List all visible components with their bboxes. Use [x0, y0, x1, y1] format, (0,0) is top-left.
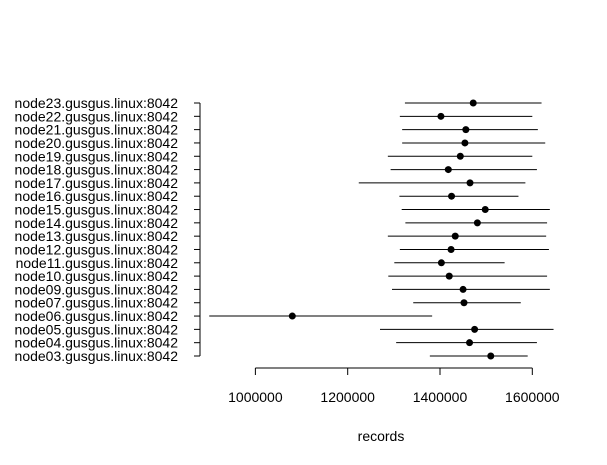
mean-point	[437, 259, 445, 267]
y-tick-label: node23.gusgus.linux:8042	[15, 95, 179, 111]
x-tick-label: 1000000	[228, 389, 283, 405]
mean-point	[288, 312, 296, 320]
mean-point	[445, 272, 453, 280]
y-tick-label: node09.gusgus.linux:8042	[15, 281, 179, 297]
y-tick-label: node12.gusgus.linux:8042	[15, 241, 179, 257]
mean-point	[444, 166, 452, 174]
mean-point	[456, 152, 464, 160]
y-tick-label: node10.gusgus.linux:8042	[15, 268, 179, 284]
mean-point	[469, 99, 477, 107]
mean-point	[462, 126, 470, 134]
x-tick-label: 1200000	[320, 389, 375, 405]
mean-point	[471, 325, 479, 333]
mean-point	[473, 219, 481, 227]
y-tick-label: node05.gusgus.linux:8042	[15, 321, 179, 337]
y-axis: node23.gusgus.linux:8042node22.gusgus.li…	[15, 95, 201, 364]
mean-point	[487, 352, 495, 360]
mean-point	[461, 139, 469, 147]
x-tick-label: 1400000	[413, 389, 468, 405]
y-tick-label: node21.gusgus.linux:8042	[15, 122, 179, 138]
mean-point	[460, 299, 468, 307]
y-tick-label: node06.gusgus.linux:8042	[15, 308, 179, 324]
y-tick-label: node04.gusgus.linux:8042	[15, 335, 179, 351]
x-axis: 1000000 1200000 1400000 1600000	[228, 367, 560, 405]
y-tick-label: node03.gusgus.linux:8042	[15, 348, 179, 364]
y-tick-label: node15.gusgus.linux:8042	[15, 202, 179, 218]
y-tick-label: node19.gusgus.linux:8042	[15, 148, 179, 164]
y-tick-label: node13.gusgus.linux:8042	[15, 228, 179, 244]
y-tick-label: node20.gusgus.linux:8042	[15, 135, 179, 151]
x-tick-label: 1600000	[505, 389, 560, 405]
x-axis-title: records	[358, 428, 405, 444]
y-tick-label: node11.gusgus.linux:8042	[16, 255, 179, 271]
plot-marks	[209, 99, 554, 360]
y-tick-label: node17.gusgus.linux:8042	[15, 175, 179, 191]
y-tick-label: node18.gusgus.linux:8042	[15, 162, 179, 178]
mean-point	[448, 192, 456, 200]
mean-point	[481, 206, 489, 214]
mean-point	[466, 339, 474, 347]
mean-point	[451, 232, 459, 240]
y-tick-label: node22.gusgus.linux:8042	[15, 108, 179, 124]
mean-point	[447, 245, 455, 253]
y-tick-label: node07.gusgus.linux:8042	[15, 295, 179, 311]
mean-point	[437, 112, 445, 120]
mean-point	[466, 179, 474, 187]
y-tick-label: node16.gusgus.linux:8042	[15, 188, 179, 204]
mean-point	[459, 285, 467, 293]
y-tick-label: node14.gusgus.linux:8042	[15, 215, 179, 231]
